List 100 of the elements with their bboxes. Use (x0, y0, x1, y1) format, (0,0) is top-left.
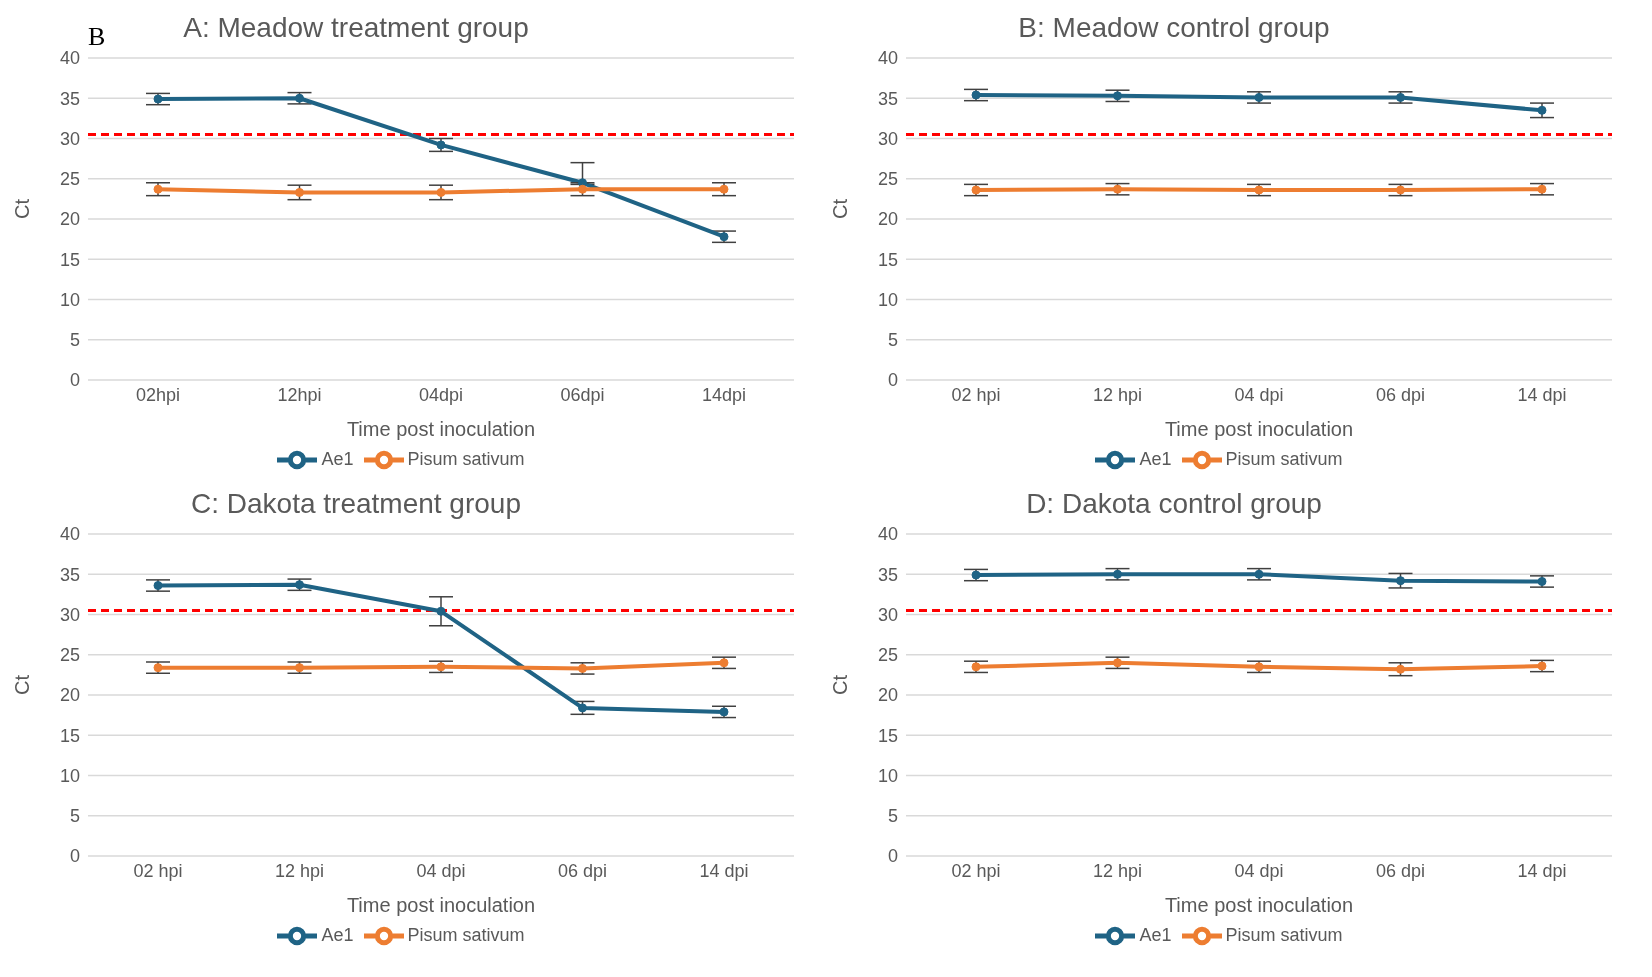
y-axis-title: Ct (829, 198, 852, 219)
y-tick-label: 20 (877, 209, 898, 230)
y-tick-label: 25 (59, 169, 80, 190)
y-axis-title: Ct (829, 674, 852, 695)
chart-title: C: Dakota treatment group (190, 487, 522, 521)
y-tick-label: 40 (877, 524, 898, 545)
text: B (88, 22, 106, 52)
x-tick-label: 06 dpi (1375, 860, 1426, 881)
point (295, 187, 304, 197)
point (1537, 184, 1547, 194)
point (153, 663, 163, 673)
y-tick-label: 5 (69, 806, 80, 827)
legend-label: Pisum sativum (407, 924, 525, 945)
point (153, 581, 163, 591)
y-tick-label: 5 (887, 806, 898, 827)
y-tick-label: 35 (59, 88, 80, 109)
x-tick-label: 06 dpi (1375, 384, 1426, 405)
legend-label: Ae1 (321, 924, 354, 945)
legend-label: Pisum sativum (1225, 448, 1343, 469)
y-tick-label: 30 (877, 604, 898, 625)
point (719, 707, 729, 717)
x-tick-label: 04 dpi (416, 860, 466, 881)
x-axis-title: Time post inoculation (346, 894, 536, 916)
y-tick-label: 0 (69, 846, 80, 867)
point (1254, 92, 1264, 102)
x-axis-title: Time post inoculation (1164, 418, 1354, 440)
x-tick-label: 06dpi (560, 384, 605, 405)
x-tick-label: 04dpi (418, 384, 464, 405)
y-tick-label: 20 (59, 209, 80, 230)
y-tick-label: 5 (69, 330, 80, 351)
point (1254, 569, 1264, 579)
legend-label: Ae1 (1139, 448, 1172, 469)
point (153, 94, 163, 104)
point (719, 232, 729, 242)
y-tick-label: 40 (59, 524, 80, 545)
y-tick-label: 25 (877, 645, 898, 666)
y-tick-label: 15 (877, 725, 898, 746)
x-tick-label: 02 hpi (951, 384, 1001, 405)
point (436, 187, 446, 197)
y-tick-label: 10 (59, 289, 80, 310)
chart-title: B: Meadow control group (1017, 11, 1331, 45)
y-axis-title: Ct (11, 674, 34, 695)
chart-title: A: Meadow treatment group (183, 12, 529, 43)
x-tick-label: 14dpi (701, 384, 747, 405)
y-tick-label: 0 (887, 370, 898, 391)
y-tick-label: 40 (877, 48, 898, 69)
point (1254, 662, 1264, 672)
x-tick-label: 04 dpi (1234, 384, 1284, 405)
x-tick-label: 02hpi (135, 384, 181, 405)
x-tick-label: 12 hpi (1092, 384, 1143, 405)
y-tick-label: 25 (59, 645, 80, 666)
x-tick-label: 12 hpi (274, 860, 325, 881)
point (1537, 577, 1547, 586)
point (153, 184, 163, 194)
x-tick-label: 02 hpi (133, 860, 183, 881)
legend-label: Ae1 (1139, 924, 1172, 945)
x-tick-label: 14 dpi (699, 860, 749, 881)
point (1537, 105, 1547, 115)
chart-title: D: Dakota control group (1025, 487, 1323, 521)
y-tick-label: 35 (877, 564, 898, 585)
x-axis-title: Time post inoculation (1164, 894, 1354, 916)
y-tick-label: 40 (59, 48, 80, 69)
y-axis-title: Ct (11, 198, 34, 219)
x-tick-label: 02 hpi (951, 860, 1001, 881)
point (971, 90, 981, 100)
x-tick-label: 06 dpi (557, 860, 608, 881)
x-axis-title: Time post inoculation (346, 418, 536, 440)
point (436, 606, 446, 616)
x-tick-label: 14 dpi (1517, 384, 1567, 405)
y-tick-label: 20 (877, 685, 898, 706)
y-tick-label: 25 (877, 169, 898, 190)
y-tick-label: 15 (59, 249, 80, 270)
point (436, 140, 446, 150)
y-tick-label: 30 (59, 604, 80, 625)
x-tick-label: 12 hpi (1092, 860, 1143, 881)
point (971, 662, 981, 672)
y-tick-label: 35 (877, 88, 898, 109)
y-tick-label: 20 (59, 685, 80, 706)
y-tick-label: 15 (59, 725, 80, 746)
y-tick-label: 10 (877, 765, 898, 786)
point (1396, 576, 1405, 586)
legend-label: Ae1 (321, 448, 354, 469)
point (1254, 185, 1264, 195)
y-tick-label: 10 (59, 765, 80, 786)
legend-label: Pisum sativum (1225, 924, 1343, 945)
x-tick-label: 04 dpi (1234, 860, 1284, 881)
point (1537, 661, 1547, 671)
point (436, 662, 446, 672)
y-tick-label: 5 (887, 330, 898, 351)
point (719, 658, 729, 668)
y-tick-label: 35 (59, 564, 80, 585)
y-tick-label: 30 (59, 128, 80, 149)
legend-label: Pisum sativum (407, 448, 525, 469)
x-tick-label: 14 dpi (1517, 860, 1567, 881)
point (971, 185, 981, 195)
point (719, 184, 729, 194)
y-tick-label: 15 (877, 249, 898, 270)
y-tick-label: 0 (69, 370, 80, 391)
point (971, 570, 981, 580)
x-tick-label: 12hpi (277, 384, 322, 405)
